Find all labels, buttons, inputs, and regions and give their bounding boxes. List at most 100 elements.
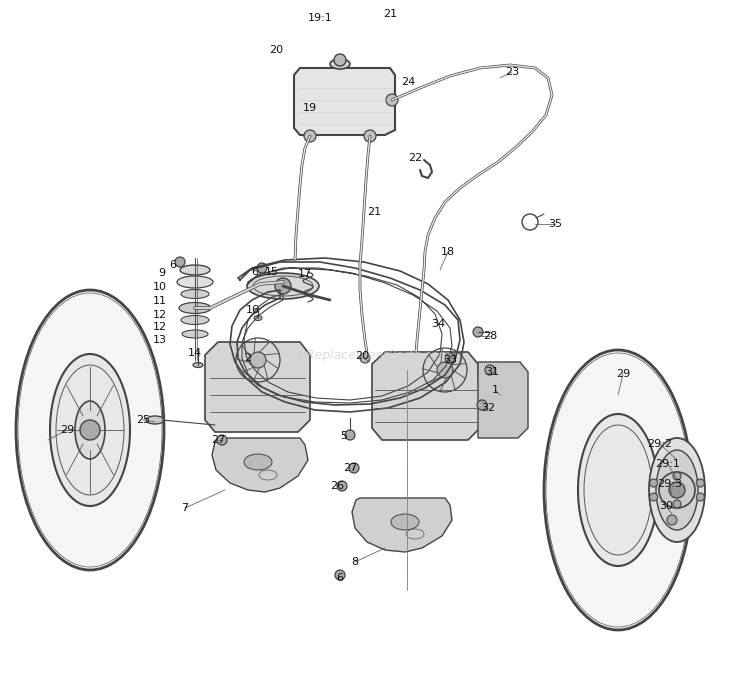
Text: 15: 15: [265, 267, 279, 277]
Ellipse shape: [330, 59, 350, 69]
Circle shape: [485, 365, 495, 375]
Text: 21: 21: [367, 207, 381, 217]
Circle shape: [217, 435, 227, 445]
Text: 5: 5: [340, 431, 347, 441]
Circle shape: [650, 493, 658, 501]
Ellipse shape: [649, 438, 705, 542]
Text: 20: 20: [269, 45, 283, 55]
Circle shape: [334, 54, 346, 66]
Polygon shape: [205, 342, 310, 432]
Text: 23: 23: [505, 67, 519, 77]
Ellipse shape: [578, 414, 658, 566]
Text: 14: 14: [188, 348, 202, 358]
Text: 29:3: 29:3: [658, 479, 682, 489]
Ellipse shape: [75, 401, 105, 459]
Text: 26: 26: [330, 481, 344, 491]
Ellipse shape: [179, 303, 211, 313]
Circle shape: [650, 479, 658, 487]
Polygon shape: [212, 438, 308, 492]
Text: eReplacementParts.com: eReplacementParts.com: [298, 348, 452, 362]
Polygon shape: [478, 362, 528, 438]
Ellipse shape: [656, 450, 698, 530]
Text: 32: 32: [481, 403, 495, 413]
Circle shape: [175, 257, 185, 267]
Text: 20: 20: [355, 351, 369, 361]
Text: 6: 6: [170, 260, 176, 270]
Polygon shape: [294, 68, 395, 135]
Circle shape: [304, 130, 316, 142]
Text: 27: 27: [343, 463, 357, 473]
Circle shape: [360, 353, 370, 363]
Circle shape: [673, 472, 681, 480]
Circle shape: [667, 515, 677, 525]
Circle shape: [697, 493, 704, 501]
Circle shape: [445, 353, 455, 363]
Ellipse shape: [50, 354, 130, 506]
Text: 12: 12: [153, 310, 167, 320]
Text: 35: 35: [548, 219, 562, 229]
Circle shape: [673, 500, 681, 508]
Circle shape: [337, 481, 347, 491]
Circle shape: [364, 130, 376, 142]
Circle shape: [477, 400, 487, 410]
Circle shape: [697, 479, 704, 487]
Circle shape: [275, 278, 291, 294]
Circle shape: [437, 362, 453, 378]
Text: 24: 24: [400, 77, 416, 87]
Ellipse shape: [181, 290, 209, 299]
Ellipse shape: [16, 290, 164, 570]
Circle shape: [257, 263, 267, 273]
Circle shape: [473, 327, 483, 337]
Circle shape: [349, 463, 359, 473]
Text: 29: 29: [616, 369, 630, 379]
Text: 29:1: 29:1: [656, 459, 680, 469]
Ellipse shape: [247, 273, 319, 299]
Text: 6: 6: [337, 573, 344, 583]
Circle shape: [335, 570, 345, 580]
Text: 25: 25: [136, 415, 150, 425]
Text: 12: 12: [153, 322, 167, 332]
Ellipse shape: [177, 276, 213, 288]
Ellipse shape: [254, 316, 262, 320]
Circle shape: [669, 482, 685, 498]
Text: 13: 13: [153, 335, 167, 345]
Text: 34: 34: [431, 319, 445, 329]
Text: 11: 11: [153, 296, 167, 306]
Polygon shape: [352, 498, 452, 552]
Text: 31: 31: [485, 367, 499, 377]
Text: 29: 29: [60, 425, 74, 435]
Text: 19: 19: [303, 103, 317, 113]
Ellipse shape: [391, 514, 419, 530]
Ellipse shape: [544, 350, 692, 630]
Ellipse shape: [180, 265, 210, 275]
Text: 18: 18: [441, 247, 455, 257]
Text: 30: 30: [659, 501, 673, 511]
Text: 17: 17: [298, 269, 312, 279]
Text: 2: 2: [244, 353, 251, 363]
Ellipse shape: [244, 454, 272, 470]
Circle shape: [386, 94, 398, 106]
Text: 16: 16: [246, 305, 260, 315]
Text: 10: 10: [153, 282, 167, 292]
Text: 9: 9: [158, 268, 166, 278]
Text: 19:1: 19:1: [308, 13, 332, 23]
Ellipse shape: [181, 316, 209, 324]
Circle shape: [659, 472, 695, 508]
Text: 21: 21: [383, 9, 397, 19]
Circle shape: [345, 430, 355, 440]
Polygon shape: [372, 352, 480, 440]
Text: 27: 27: [211, 435, 225, 445]
Text: 29:2: 29:2: [647, 439, 673, 449]
Text: 28: 28: [483, 331, 497, 341]
Circle shape: [80, 420, 100, 440]
Ellipse shape: [146, 416, 164, 424]
Text: 8: 8: [352, 557, 358, 567]
Text: 1: 1: [491, 385, 499, 395]
Ellipse shape: [193, 362, 203, 367]
Circle shape: [250, 352, 266, 368]
Text: 6: 6: [251, 267, 259, 277]
Ellipse shape: [182, 330, 208, 338]
Text: 33: 33: [443, 355, 457, 365]
Text: 7: 7: [182, 503, 188, 513]
Text: 22: 22: [408, 153, 422, 163]
